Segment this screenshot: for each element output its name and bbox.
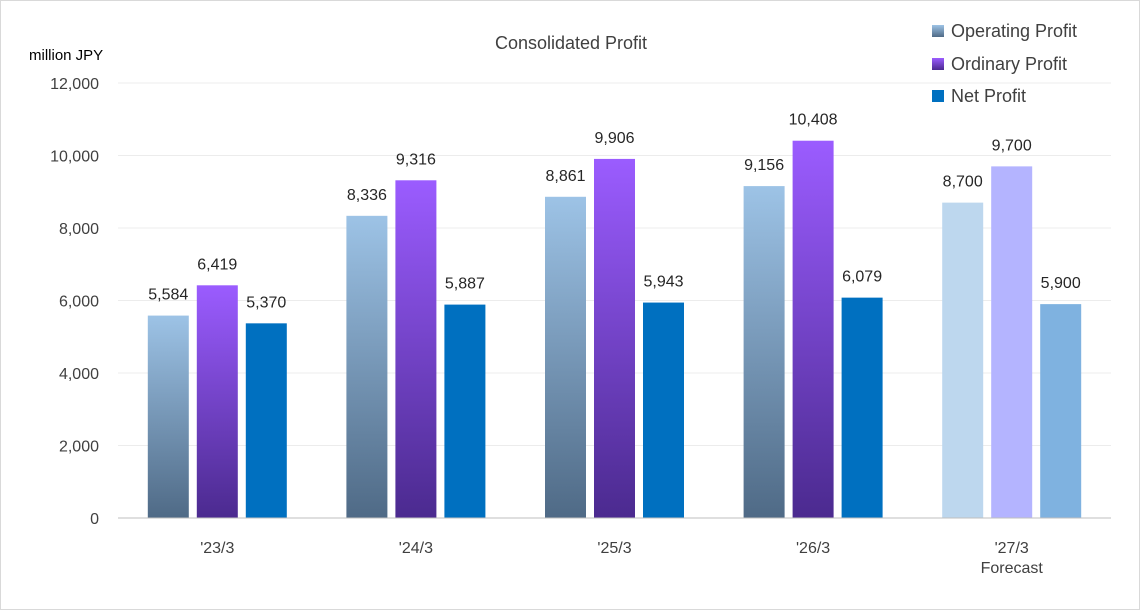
y-tick-label: 2,000 [59, 439, 99, 456]
y-tick-label: 6,000 [59, 294, 99, 311]
x-axis-categories: '23/3 '24/3 '25/3 '26/3 '27/3 Forecast [200, 540, 1043, 577]
bar-operating-profit [942, 202, 984, 518]
data-label-operating-profit: 8,700 [943, 174, 983, 191]
data-label-net-profit: 5,887 [445, 276, 485, 293]
bar-ordinary-profit [991, 166, 1033, 518]
data-label-operating-profit: 8,336 [347, 187, 387, 204]
bar-ordinary-profit [395, 180, 437, 519]
x-category-label: '25/3 [597, 540, 631, 557]
bar-ordinary-profit [792, 140, 834, 518]
y-axis-ticks: 0 2,000 4,000 6,000 8,000 10,000 12,000 [50, 76, 99, 528]
chart-title: Consolidated Profit [495, 33, 647, 53]
bar-operating-profit [147, 315, 189, 518]
x-category-label: '27/3 [995, 540, 1029, 557]
legend-label-operating-profit: Operating Profit [951, 21, 1077, 41]
legend-swatch-net-profit [932, 90, 944, 102]
data-label-ordinary-profit: 6,419 [197, 256, 237, 273]
bar-net-profit [444, 304, 486, 518]
bar-ordinary-profit [196, 285, 238, 518]
x-category-label: '26/3 [796, 540, 830, 557]
data-label-net-profit: 5,370 [246, 294, 286, 311]
legend-swatch-ordinary-profit [932, 58, 944, 70]
data-label-operating-profit: 5,584 [148, 287, 188, 304]
bar-ordinary-profit [594, 158, 635, 518]
bar-operating-profit [346, 215, 388, 518]
data-label-operating-profit: 8,861 [545, 168, 585, 185]
bar-net-profit [1040, 304, 1082, 518]
y-tick-label: 4,000 [59, 366, 99, 383]
data-label-net-profit: 5,943 [643, 274, 683, 291]
legend-swatch-operating-profit [932, 25, 944, 37]
bar-net-profit [245, 323, 287, 518]
y-tick-label: 0 [90, 511, 99, 528]
y-axis-unit-label: million JPY [29, 47, 103, 64]
x-category-label: '23/3 [200, 540, 234, 557]
y-tick-label: 8,000 [59, 221, 99, 238]
x-category-label: '24/3 [399, 540, 433, 557]
data-label-ordinary-profit: 9,316 [396, 151, 436, 168]
legend-label-net-profit: Net Profit [951, 86, 1026, 106]
data-label-operating-profit: 9,156 [744, 157, 784, 174]
y-tick-label: 12,000 [50, 76, 99, 93]
x-category-sublabel: Forecast [981, 560, 1044, 577]
legend-label-ordinary-profit: Ordinary Profit [951, 54, 1067, 74]
data-label-ordinary-profit: 10,408 [789, 112, 838, 129]
data-label-ordinary-profit: 9,700 [992, 137, 1032, 154]
bar-operating-profit [743, 186, 785, 518]
bar-net-profit [841, 297, 883, 518]
y-tick-label: 10,000 [50, 149, 99, 166]
legend: Operating Profit Ordinary Profit Net Pro… [932, 21, 1077, 106]
bar-net-profit [643, 302, 684, 518]
bars [147, 140, 1082, 519]
bar-operating-profit [545, 196, 586, 518]
data-label-net-profit: 6,079 [842, 269, 882, 286]
data-labels: 5,584 6,419 5,370 8,336 9,316 5,887 8,861 9,906… [148, 112, 1081, 312]
data-label-ordinary-profit: 9,906 [594, 130, 634, 147]
data-label-net-profit: 5,900 [1041, 275, 1081, 292]
